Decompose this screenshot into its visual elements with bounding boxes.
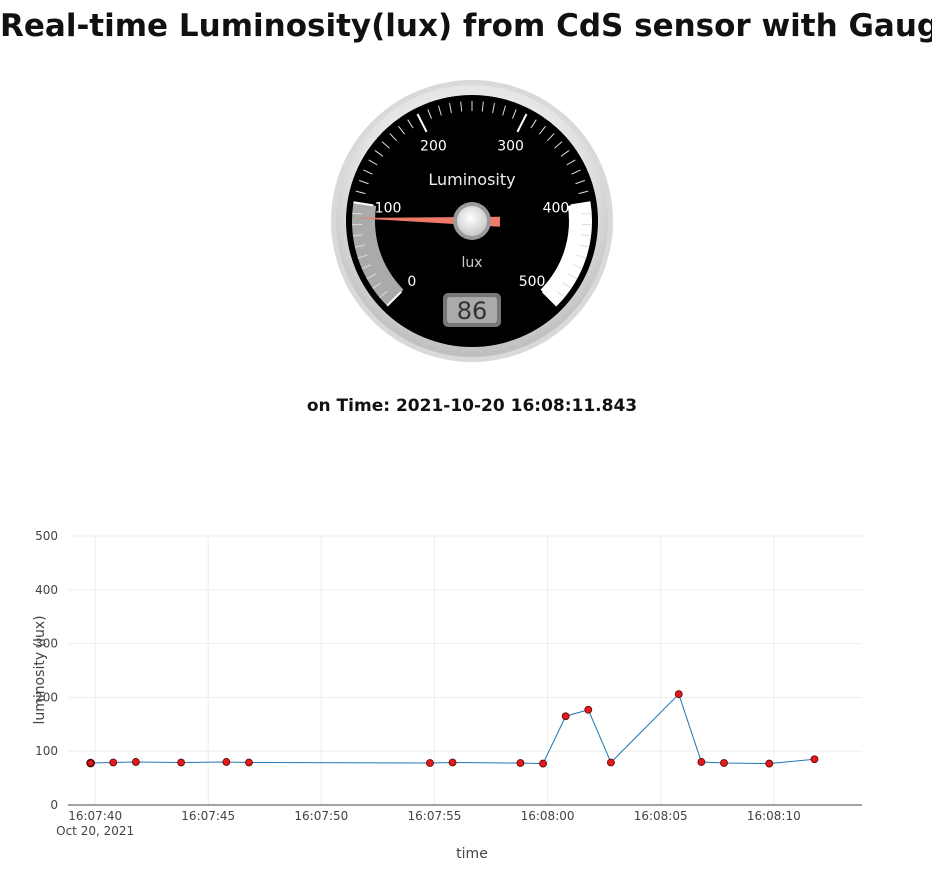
x-tick-label: 16:08:00: [521, 809, 575, 823]
x-axis-title: time: [456, 846, 488, 862]
gauge-minor-tick: [352, 213, 362, 214]
data-point[interactable]: [449, 759, 456, 766]
series-line: [91, 694, 815, 763]
x-tick-label: 16:08:05: [634, 809, 688, 823]
x-tick-label: 16:07:50: [294, 809, 348, 823]
x-tick-label: 16:07:45: [181, 809, 235, 823]
y-tick-label: 0: [50, 798, 58, 812]
chart-gridlines: [68, 536, 862, 805]
y-tick-label: 400: [35, 583, 58, 597]
data-point[interactable]: [811, 756, 818, 763]
data-point[interactable]: [110, 759, 117, 766]
y-tick-label: 100: [35, 744, 58, 758]
x-tick-label: 16:08:10: [747, 809, 801, 823]
data-point[interactable]: [178, 759, 185, 766]
data-point[interactable]: [562, 713, 569, 720]
gauge-hub: [457, 206, 487, 236]
data-point[interactable]: [517, 760, 524, 767]
data-point[interactable]: [607, 759, 614, 766]
gauge-tick-label: 100: [375, 201, 402, 217]
gauge-value: 86: [457, 297, 488, 325]
x-tick-label: 16:07:40: [68, 809, 122, 823]
data-point[interactable]: [540, 760, 547, 767]
data-point[interactable]: [766, 760, 773, 767]
y-axis-title: luminosity (lux): [32, 615, 48, 724]
gauge-svg: 0 100 200 300 400 500 Luminosity lux 86: [330, 79, 614, 363]
luminosity-gauge: 0 100 200 300 400 500 Luminosity lux 86: [330, 79, 614, 363]
timestamp-prefix: on Time:: [307, 396, 396, 416]
page-title: Real-time Luminosity(lux) from CdS senso…: [0, 8, 932, 44]
y-tick-label: 500: [35, 529, 58, 543]
gauge-tick-label: 0: [407, 274, 416, 290]
data-point[interactable]: [585, 706, 592, 713]
gauge-tick-label: 400: [543, 201, 570, 217]
gauge-tick-label: 500: [519, 274, 546, 290]
timestamp-line: on Time: 2021-10-20 16:08:11.843: [0, 396, 932, 416]
chart-series: [87, 691, 818, 767]
data-point[interactable]: [675, 691, 682, 698]
data-point[interactable]: [87, 760, 94, 767]
gauge-units: lux: [461, 255, 482, 271]
gauge-tick-label: 200: [420, 138, 447, 154]
data-point[interactable]: [132, 758, 139, 765]
gauge-title: Luminosity: [428, 170, 515, 189]
data-point[interactable]: [698, 758, 705, 765]
timestamp-value: 2021-10-20 16:08:11.843: [396, 396, 637, 416]
gauge-tick-label: 300: [497, 138, 524, 154]
x-tick-sublabel: Oct 20, 2021: [56, 824, 134, 838]
data-point[interactable]: [245, 759, 252, 766]
data-point[interactable]: [223, 758, 230, 765]
data-point[interactable]: [721, 760, 728, 767]
x-tick-label: 16:07:55: [408, 809, 462, 823]
gauge-minor-tick: [582, 213, 592, 214]
data-point[interactable]: [426, 760, 433, 767]
